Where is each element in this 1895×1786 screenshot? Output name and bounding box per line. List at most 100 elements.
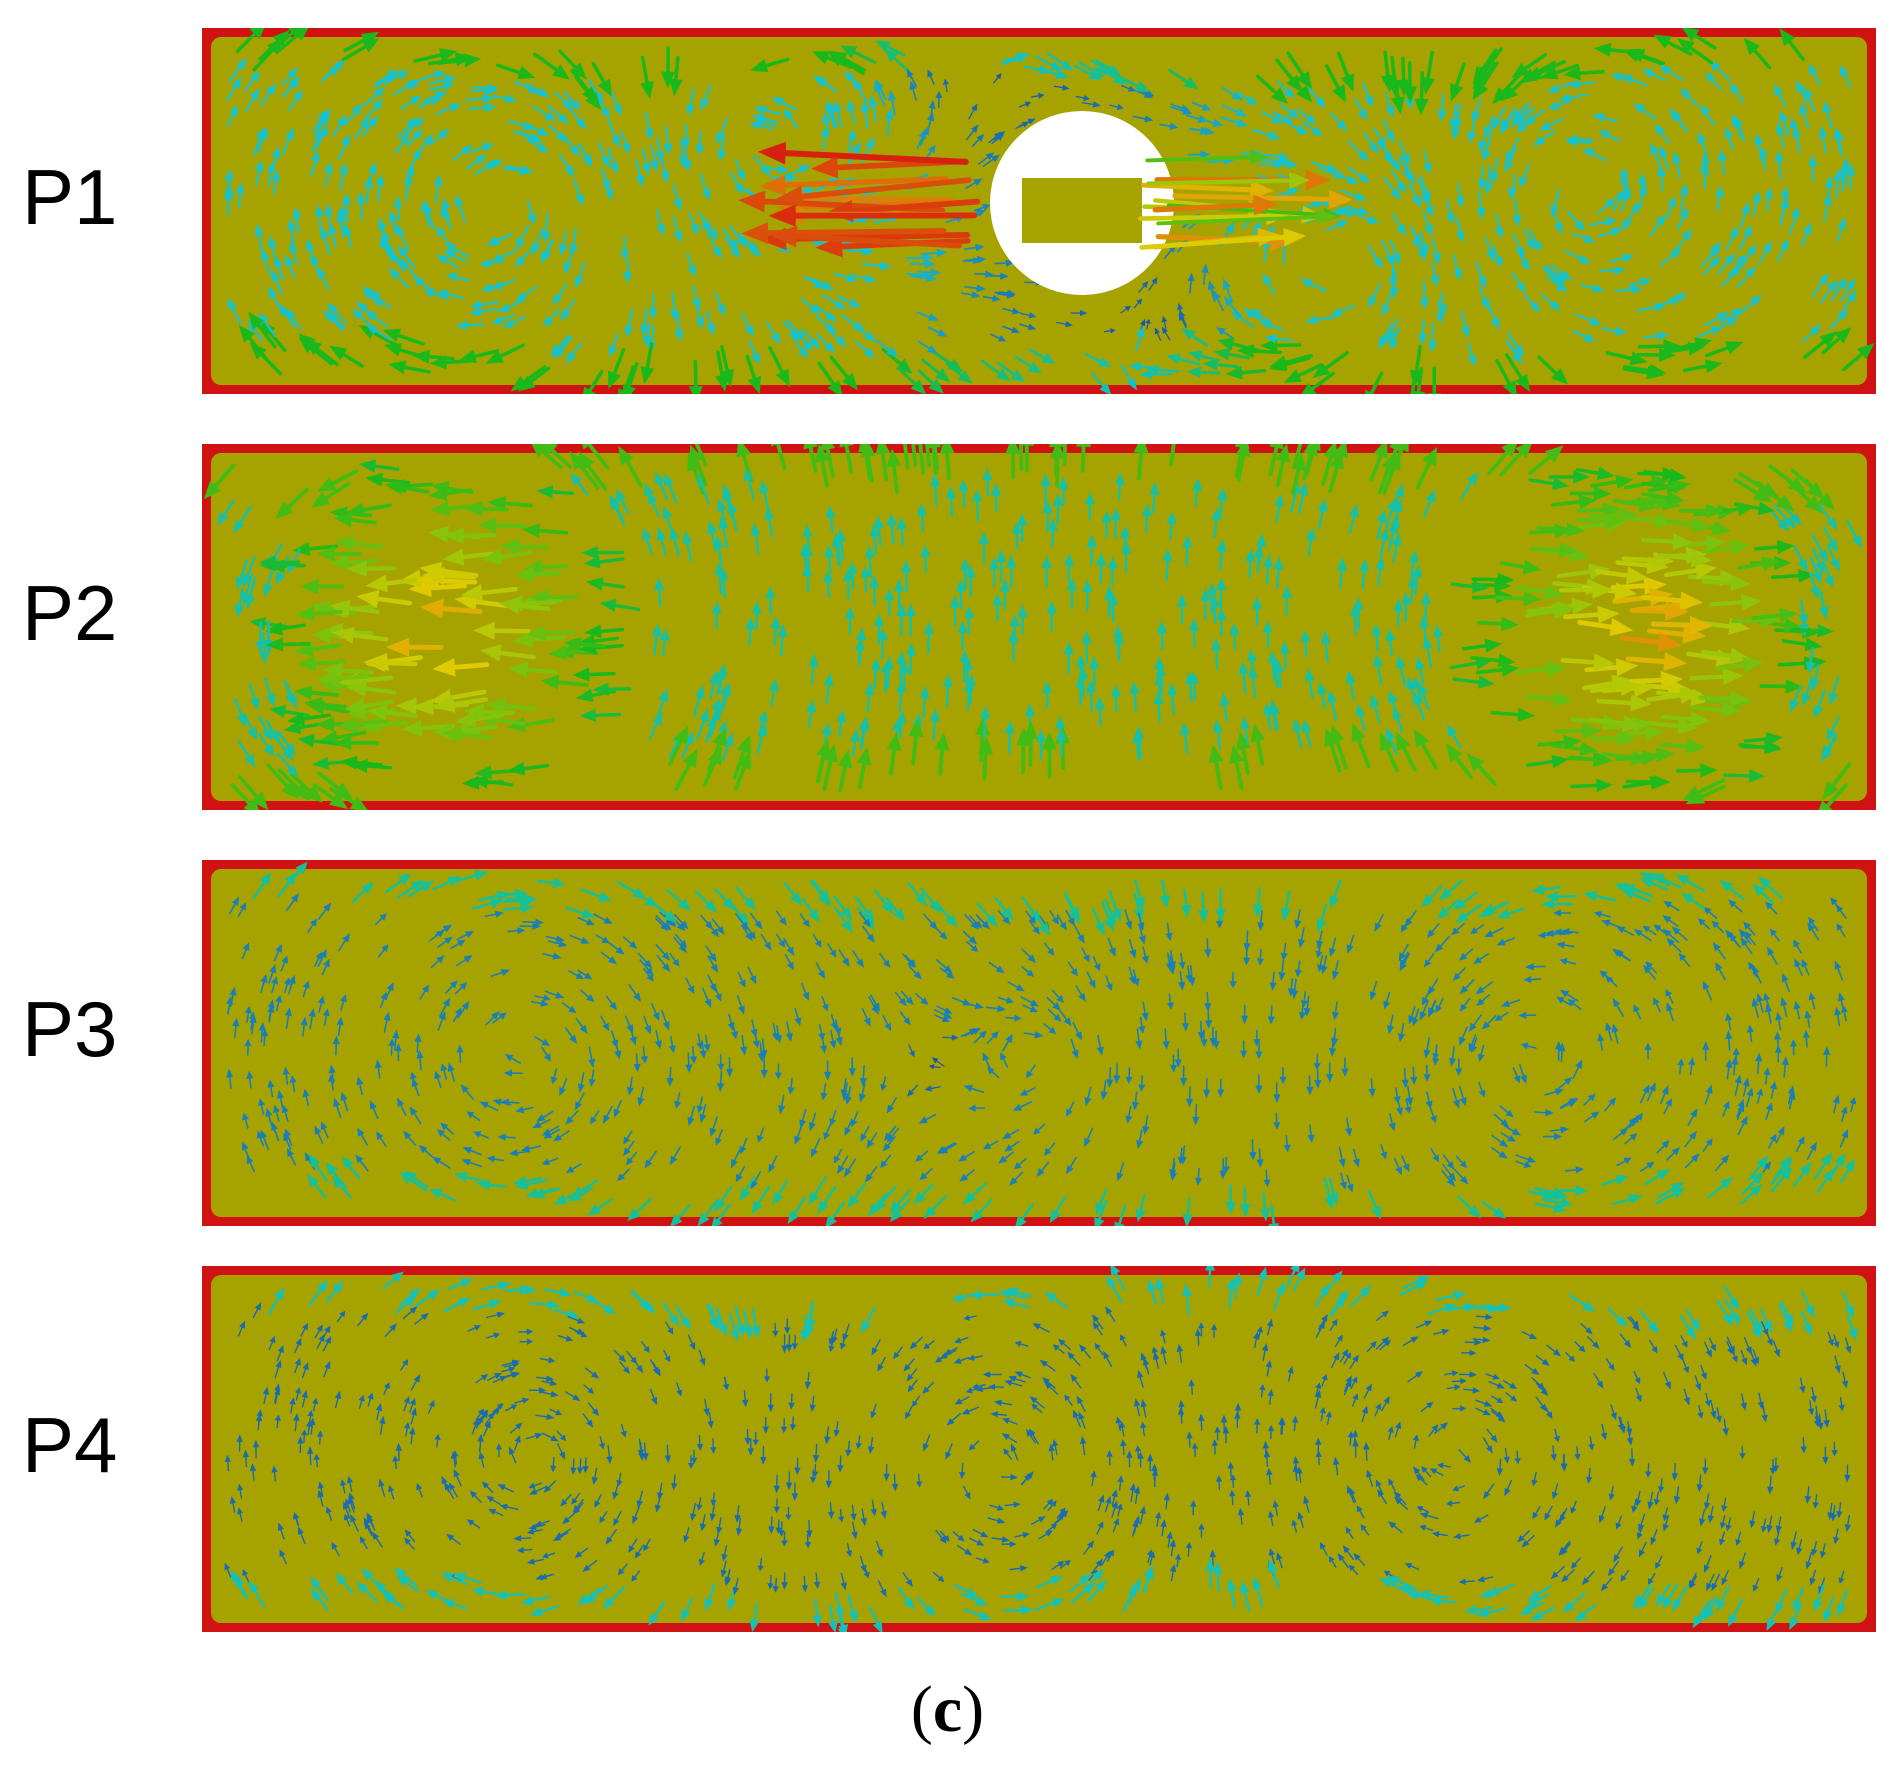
velocity-arrow <box>873 613 885 644</box>
velocity-arrow <box>936 1142 956 1154</box>
velocity-arrow <box>1270 702 1281 730</box>
velocity-arrow <box>382 328 425 346</box>
velocity-arrow <box>674 1092 682 1109</box>
velocity-arrow <box>1146 172 1310 190</box>
velocity-arrow <box>1347 166 1371 183</box>
velocity-arrow <box>1721 1497 1728 1512</box>
velocity-arrow <box>1148 1551 1156 1566</box>
velocity-arrow <box>1620 1570 1630 1582</box>
velocity-arrow <box>359 1536 368 1549</box>
velocity-arrow <box>442 726 492 743</box>
velocity-arrow <box>1368 1190 1381 1220</box>
velocity-arrow <box>1679 503 1725 519</box>
velocity-arrow <box>1132 1519 1139 1537</box>
velocity-arrow <box>1537 931 1555 939</box>
velocity-arrow <box>1378 527 1390 558</box>
velocity-arrow <box>1324 727 1342 773</box>
velocity-arrow <box>1743 732 1783 746</box>
velocity-arrow <box>845 246 875 257</box>
velocity-arrow <box>397 879 425 899</box>
velocity-arrow <box>1104 1496 1112 1513</box>
velocity-arrow <box>982 154 1001 167</box>
velocity-arrow <box>1202 358 1239 371</box>
panel-p4 <box>202 1266 1876 1632</box>
velocity-arrow <box>669 526 680 557</box>
velocity-arrow <box>581 546 624 560</box>
velocity-arrow <box>1325 1411 1333 1425</box>
velocity-arrow <box>543 1480 557 1493</box>
velocity-arrow <box>1139 228 1307 250</box>
velocity-arrow <box>838 949 850 967</box>
velocity-arrow <box>929 708 941 741</box>
velocity-arrow <box>728 1312 740 1342</box>
velocity-arrow <box>544 990 565 999</box>
velocity-arrow <box>1197 1021 1205 1041</box>
velocity-arrow <box>1665 517 1712 533</box>
velocity-arrow <box>1545 891 1577 902</box>
velocity-arrow <box>388 1484 395 1500</box>
velocity-arrow <box>905 642 917 676</box>
velocity-arrow <box>1119 525 1131 554</box>
velocity-arrow <box>1716 656 1764 673</box>
velocity-arrow <box>595 934 610 944</box>
velocity-arrow <box>372 1531 383 1548</box>
velocity-arrow <box>605 995 617 1011</box>
velocity-arrow <box>1255 533 1267 564</box>
velocity-arrow <box>1019 444 1024 472</box>
velocity-arrow <box>1220 1414 1228 1433</box>
velocity-arrow <box>308 1008 316 1030</box>
velocity-arrow <box>1747 1155 1769 1181</box>
velocity-arrow <box>893 1346 903 1360</box>
velocity-arrow <box>1028 920 1040 935</box>
velocity-arrow <box>492 1012 507 1024</box>
panel-p2 <box>202 444 1876 810</box>
velocity-arrow <box>852 950 864 968</box>
velocity-arrow <box>1708 1337 1716 1352</box>
velocity-arrow <box>1112 1517 1120 1533</box>
velocity-arrow <box>1165 922 1173 942</box>
velocity-arrow <box>1188 965 1196 987</box>
velocity-arrow <box>970 1198 993 1223</box>
velocity-arrow <box>1451 922 1465 936</box>
velocity-arrow <box>710 1438 717 1454</box>
velocity-arrow <box>1398 944 1409 962</box>
velocity-arrow <box>1102 1350 1113 1368</box>
velocity-arrow <box>939 1349 957 1359</box>
velocity-arrow <box>397 1097 407 1116</box>
velocity-arrow <box>741 237 762 258</box>
velocity-arrow <box>227 297 242 325</box>
velocity-arrow <box>1836 1590 1848 1617</box>
velocity-arrow <box>823 1124 831 1141</box>
velocity-arrow <box>827 1501 835 1520</box>
velocity-arrow <box>1546 82 1572 93</box>
velocity-arrow <box>838 1508 845 1523</box>
velocity-arrow <box>296 655 346 672</box>
velocity-arrow <box>620 130 631 155</box>
velocity-arrow <box>692 444 708 467</box>
velocity-arrow <box>498 597 551 614</box>
velocity-arrow <box>665 1321 674 1335</box>
velocity-arrow <box>785 1021 793 1042</box>
velocity-arrow <box>443 527 497 544</box>
velocity-arrow <box>293 1412 300 1432</box>
velocity-arrow <box>1677 1058 1685 1075</box>
velocity-arrow <box>1083 1540 1095 1555</box>
velocity-arrow <box>1428 1000 1437 1018</box>
velocity-arrow <box>600 951 618 965</box>
velocity-arrow <box>1504 146 1517 173</box>
velocity-arrow <box>1755 1052 1763 1075</box>
velocity-arrow <box>1776 238 1789 262</box>
velocity-arrow <box>1133 1485 1141 1505</box>
velocity-arrow <box>1766 1604 1781 1632</box>
velocity-arrow <box>1752 1578 1760 1592</box>
velocity-arrow <box>453 1171 488 1184</box>
velocity-arrow <box>1128 939 1137 959</box>
velocity-arrow <box>1795 80 1809 106</box>
velocity-arrow <box>414 133 434 158</box>
velocity-arrow <box>1084 492 1096 521</box>
velocity-arrow <box>525 138 550 153</box>
velocity-arrow <box>676 1382 683 1397</box>
velocity-arrow <box>964 913 979 930</box>
velocity-arrow <box>1471 572 1515 587</box>
velocity-arrow <box>1273 1082 1281 1103</box>
